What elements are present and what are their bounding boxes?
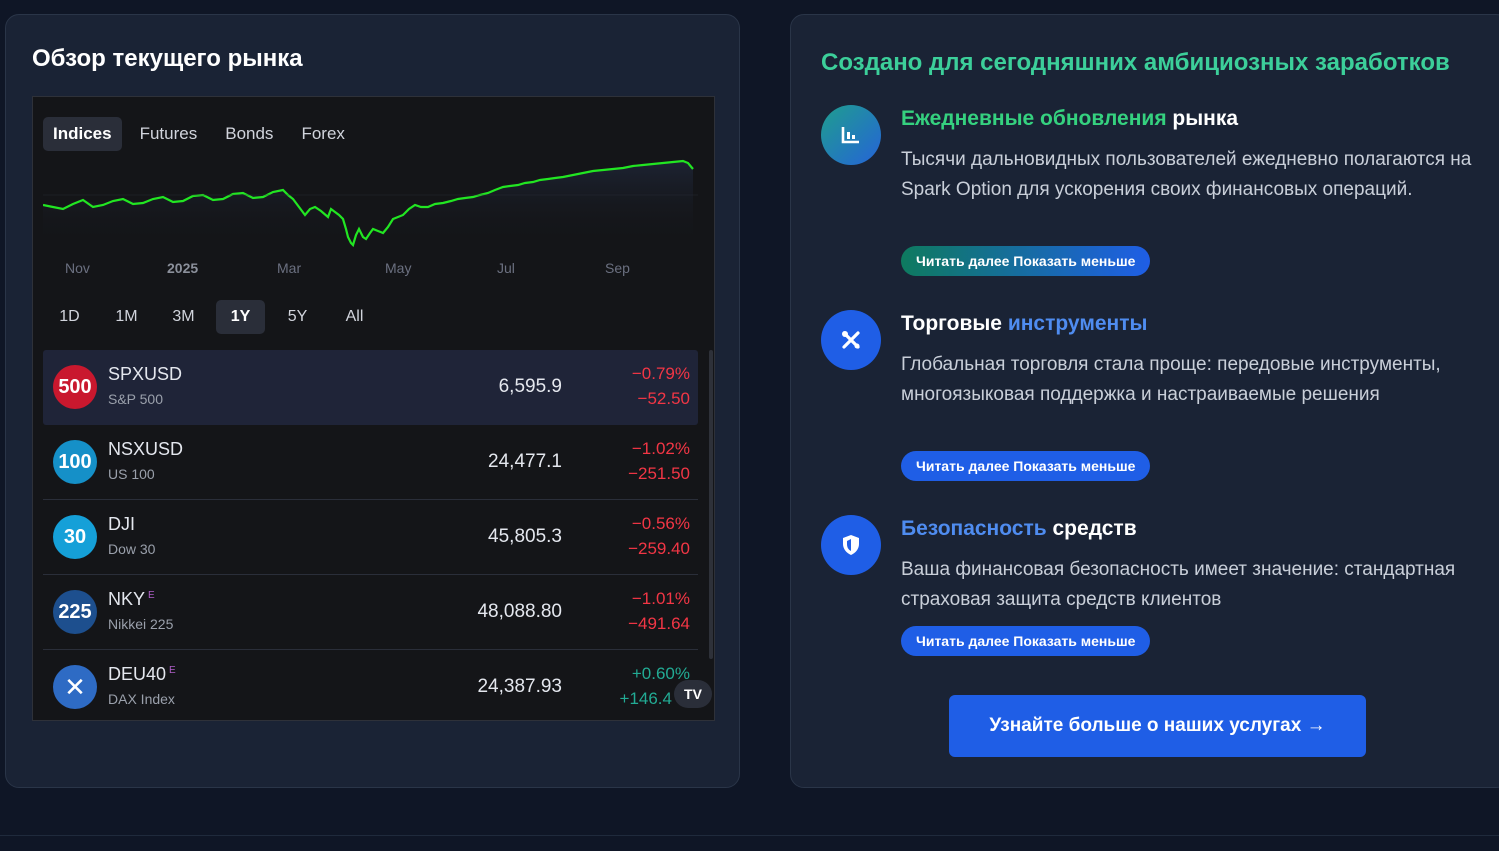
change-percent: +0.60% xyxy=(631,664,690,683)
tab-futures[interactable]: Futures xyxy=(139,124,198,143)
symbol-price: 24,477.1 xyxy=(488,451,562,472)
range-all[interactable]: All xyxy=(345,308,364,325)
symbol-name: Nikkei 225 xyxy=(108,616,174,632)
symbol-price: 45,805.3 xyxy=(488,526,562,547)
range-1y[interactable]: 1Y xyxy=(216,300,265,334)
index-line-chart[interactable]: Nov 2025 Mar May Jul Sep xyxy=(43,157,698,317)
symbol-ticker: DJI xyxy=(108,514,135,534)
symbol-ticker: NKY E xyxy=(108,589,155,609)
symbol-badge: 30 xyxy=(53,515,97,559)
axis-label-sep: Sep xyxy=(605,260,630,276)
features-title: Создано для сегодняшних амбициозных зара… xyxy=(821,49,1450,76)
axis-label-mar: Mar xyxy=(277,260,301,276)
feature-title: Торговые инструменты xyxy=(901,312,1148,335)
change-absolute: −259.40 xyxy=(628,539,690,558)
market-overview-title: Обзор текущего рынка xyxy=(32,45,303,72)
symbol-name: S&P 500 xyxy=(108,391,164,407)
footer-divider xyxy=(0,835,1499,836)
quote-row-dji[interactable]: 30 DJI Dow 30 45,805.3 −0.56% −259.40 xyxy=(43,500,698,575)
exchange-marker: E xyxy=(169,665,176,676)
symbol-name: Dow 30 xyxy=(108,541,156,557)
symbol-price: 24,387.93 xyxy=(477,676,562,697)
feature-trading-tools: Торговые инструменты Глобальная торговля… xyxy=(821,310,1499,490)
quote-row-spxusd[interactable]: 500 SPXUSD S&P 500 6,595.9 −0.79% −52.50 xyxy=(43,350,698,425)
range-selector: 1D 1M 3M 1Y 5Y All xyxy=(45,300,379,334)
read-more-button[interactable]: Читать далее Показать меньше xyxy=(901,246,1151,276)
read-more-button[interactable]: Читать далее Показать меньше xyxy=(901,451,1151,481)
change-percent: −1.01% xyxy=(631,589,690,608)
change-percent: −0.56% xyxy=(631,514,690,533)
symbol-badge: 500 xyxy=(53,365,97,409)
feature-title: Ежедневные обновления рынка xyxy=(901,107,1239,130)
tradingview-logo-icon[interactable]: TV xyxy=(674,680,712,708)
range-3m[interactable]: 3M xyxy=(172,308,195,325)
tab-bonds[interactable]: Bonds xyxy=(225,124,274,143)
shield-icon xyxy=(821,515,881,575)
axis-label-2025: 2025 xyxy=(167,260,198,276)
change-absolute: −251.50 xyxy=(628,464,690,483)
change-percent: −1.02% xyxy=(631,439,690,458)
symbol-ticker: NSXUSD xyxy=(108,439,184,459)
symbol-name: US 100 xyxy=(108,466,155,482)
feature-market-updates: Ежедневные обновления рынка Тысячи дальн… xyxy=(821,105,1499,285)
axis-label-nov: Nov xyxy=(65,260,90,276)
change-absolute: −491.64 xyxy=(628,614,690,633)
read-more-button[interactable]: Читать далее Показать меньше xyxy=(901,626,1151,656)
range-5y[interactable]: 5Y xyxy=(287,308,308,325)
tools-icon xyxy=(821,310,881,370)
change-percent: −0.79% xyxy=(631,364,690,383)
quote-row-deu40[interactable]: ✕ DEU40 E DAX Index 24,387.93 +0.60% +146… xyxy=(43,650,698,720)
learn-more-services-button[interactable]: Узнайте больше о наших услугах → xyxy=(949,695,1366,757)
feature-description: Глобальная торговля стала проще: передов… xyxy=(901,354,1441,405)
feature-description: Ваша финансовая безопасность имеет значе… xyxy=(901,559,1456,610)
exchange-marker: E xyxy=(148,590,155,601)
change-absolute: −52.50 xyxy=(637,389,690,408)
feature-description: Тысячи дальновидных пользователей ежедне… xyxy=(901,149,1472,200)
tab-forex[interactable]: Forex xyxy=(301,124,345,143)
quotes-list: 500 SPXUSD S&P 500 6,595.9 −0.79% −52.50… xyxy=(43,350,698,720)
feature-funds-security: Безопасность средств Ваша финансовая без… xyxy=(821,515,1499,665)
symbol-ticker: DEU40 E xyxy=(108,664,176,684)
chart-icon xyxy=(821,105,881,165)
dax-x-icon: ✕ xyxy=(53,665,97,709)
feature-title: Безопасность средств xyxy=(901,517,1137,540)
symbol-price: 48,088.80 xyxy=(477,601,562,622)
quote-row-nky[interactable]: 225 NKY E Nikkei 225 48,088.80 −1.01% −49… xyxy=(43,575,698,650)
features-panel: Создано для сегодняшних амбициозных зара… xyxy=(790,14,1499,788)
symbol-price: 6,595.9 xyxy=(498,376,562,397)
symbol-ticker: SPXUSD xyxy=(108,364,183,384)
symbol-badge: 100 xyxy=(53,440,97,484)
axis-label-jul: Jul xyxy=(497,260,515,276)
quotes-scrollbar[interactable] xyxy=(709,350,713,659)
axis-label-may: May xyxy=(385,260,411,276)
tab-indices[interactable]: Indices xyxy=(43,117,122,151)
symbol-name: DAX Index xyxy=(108,691,175,707)
change-absolute: +146.4 xyxy=(619,689,672,708)
chart-line xyxy=(43,159,694,248)
range-1d[interactable]: 1D xyxy=(59,308,80,325)
market-widget: Indices Futures Bonds Forex Nov 2025 Mar… xyxy=(32,96,715,721)
quote-row-nsxusd[interactable]: 100 NSXUSD US 100 24,477.1 −1.02% −251.5… xyxy=(43,425,698,500)
range-1m[interactable]: 1M xyxy=(115,308,138,325)
market-overview-panel: Обзор текущего рынка Indices Futures Bon… xyxy=(5,14,740,788)
symbol-badge: 225 xyxy=(53,590,97,634)
market-tabs: Indices Futures Bonds Forex xyxy=(43,117,355,151)
